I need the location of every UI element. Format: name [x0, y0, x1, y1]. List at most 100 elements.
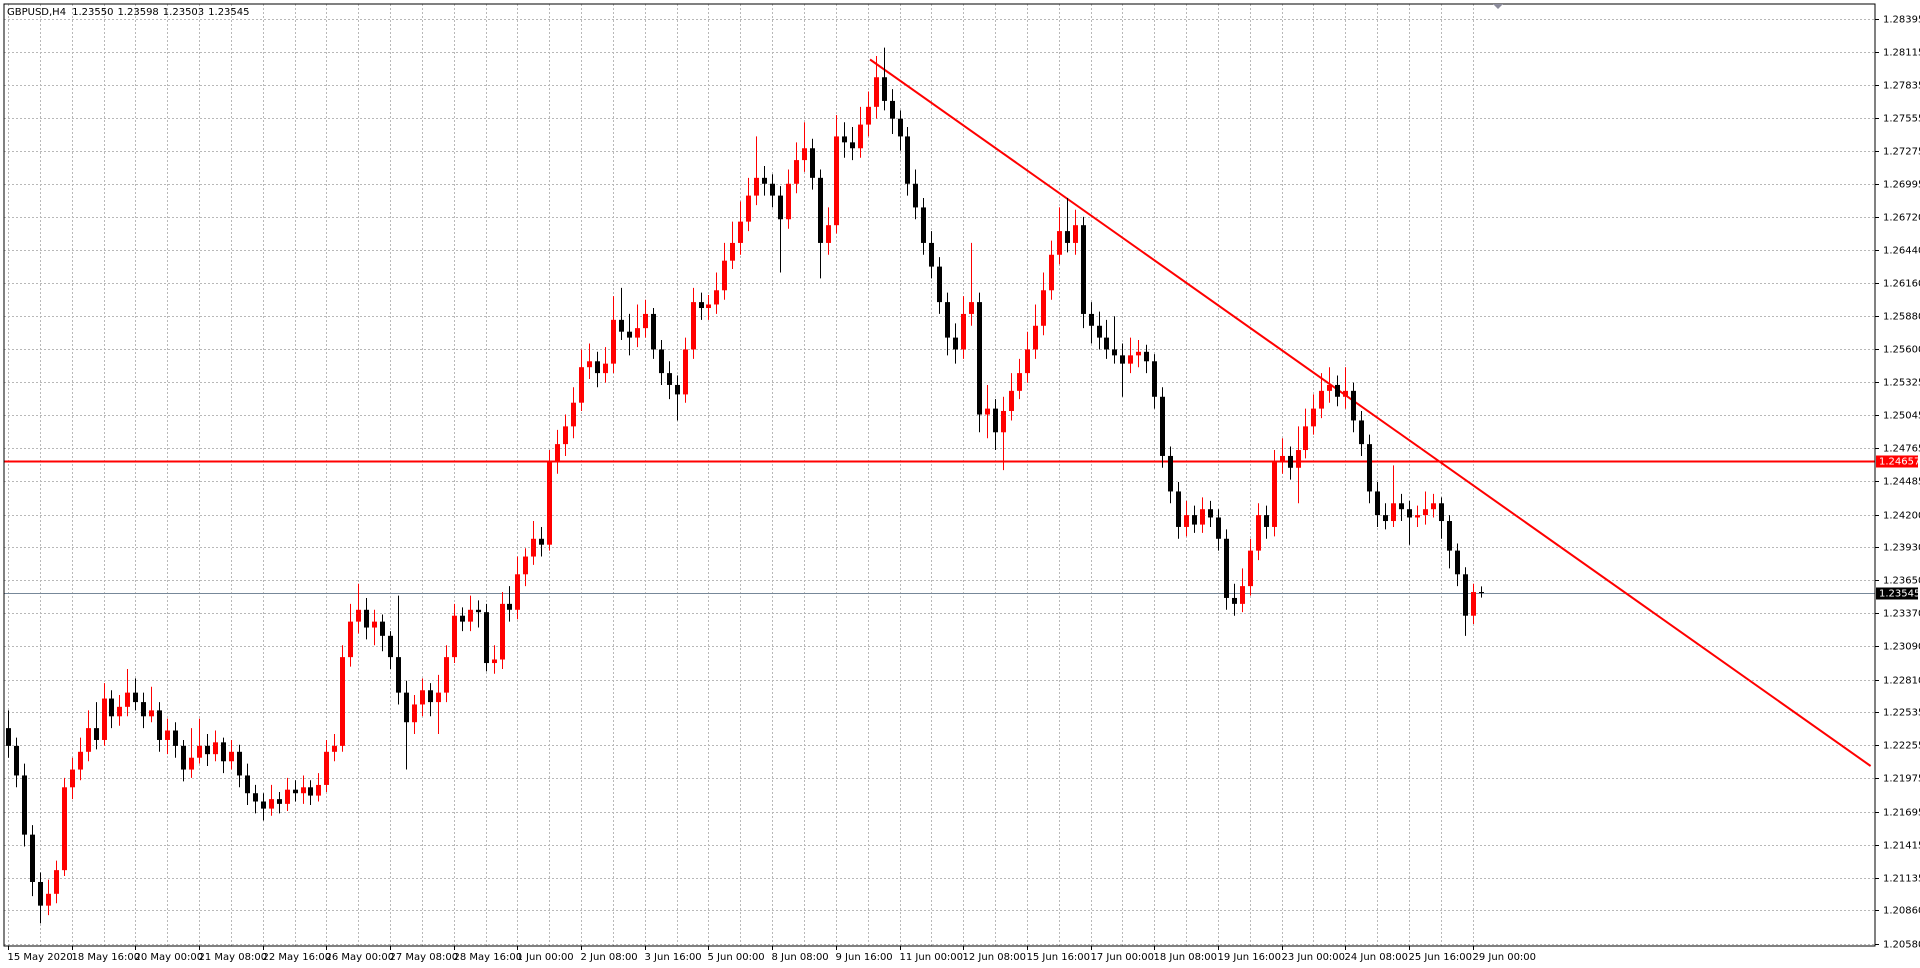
candle-body	[125, 692, 130, 707]
candle-body	[460, 615, 465, 622]
candle-body	[54, 870, 59, 894]
x-tick-label: 25 Jun 16:00	[1409, 952, 1473, 963]
header-low: 1.23503	[163, 7, 204, 18]
y-tick-label: 1.20860	[1883, 906, 1920, 917]
candle-body	[1136, 351, 1141, 356]
x-tick-label: 19 Jun 16:00	[1218, 952, 1282, 963]
candle-body	[1120, 355, 1125, 364]
candle-body	[1383, 515, 1388, 522]
candle-body	[1391, 503, 1396, 522]
candle-body	[109, 698, 114, 717]
candle-body	[1097, 325, 1102, 338]
candle-body	[492, 659, 497, 664]
candle-body	[953, 337, 958, 350]
candle-body	[555, 444, 560, 462]
x-tick-label: 20 May 00:00	[135, 952, 204, 963]
candle-body	[1144, 351, 1149, 362]
candle-body	[1288, 455, 1293, 468]
x-tick-label: 11 Jun 00:00	[900, 952, 964, 963]
candle-body	[1049, 254, 1054, 291]
candle-body	[237, 751, 242, 776]
candle-body	[921, 207, 926, 243]
candle-body	[396, 657, 401, 693]
candle-body	[62, 787, 67, 871]
candle-body	[667, 373, 672, 385]
x-tick-label: 2 Jun 08:00	[581, 952, 638, 963]
x-tick-label: 22 May 16:00	[263, 952, 332, 963]
candle-body	[651, 313, 656, 350]
candle-body	[1351, 390, 1356, 421]
candle-body	[874, 77, 879, 107]
candle-body	[635, 328, 640, 338]
candle-body	[189, 757, 194, 770]
y-tick-label: 1.27555	[1883, 114, 1920, 125]
candle-body	[444, 657, 449, 693]
candle-body	[627, 331, 632, 338]
candle-body	[141, 702, 146, 717]
y-tick-label: 1.26440	[1883, 246, 1920, 257]
candle-body	[539, 538, 544, 545]
candle-body	[253, 793, 258, 802]
candle-body	[643, 313, 648, 329]
candle-body	[205, 745, 210, 755]
x-tick-label: 21 May 08:00	[199, 952, 268, 963]
candle-body	[571, 402, 576, 427]
x-tick-label: 24 Jun 08:00	[1345, 952, 1409, 963]
candle-body	[1033, 325, 1038, 350]
y-tick-label: 1.22535	[1883, 708, 1920, 719]
candle-body	[619, 319, 624, 332]
candle-body	[507, 603, 512, 610]
x-tick-label: 17 Jun 00:00	[1091, 952, 1155, 963]
candle-body	[1216, 517, 1221, 539]
candle-body	[1431, 503, 1436, 510]
candle-body	[603, 363, 608, 374]
candle-body	[78, 751, 83, 770]
y-tick-label: 1.25880	[1883, 312, 1920, 323]
x-tick-label: 8 Jun 08:00	[772, 952, 829, 963]
candle-body	[905, 136, 910, 184]
candle-body	[1224, 538, 1229, 598]
candle-body	[937, 266, 942, 303]
candle-body	[412, 704, 417, 723]
candle-body	[563, 426, 568, 445]
x-tick-label: 1 Jun 00:00	[517, 952, 574, 963]
y-tick-label: 1.24200	[1883, 511, 1920, 522]
y-tick-label: 1.23930	[1883, 543, 1920, 554]
candle-body	[301, 787, 306, 794]
candle-body	[722, 260, 727, 291]
candle-body	[1256, 515, 1261, 551]
candle-body	[269, 799, 274, 809]
header-open: 1.23550	[72, 7, 113, 18]
candle-body	[969, 302, 974, 314]
candle-body	[738, 221, 743, 243]
trend-line	[869, 58, 1872, 767]
candle-body	[1439, 503, 1444, 522]
candle-body	[515, 574, 520, 610]
candle-body	[173, 730, 178, 746]
candle-body	[1240, 586, 1245, 604]
candle-body	[22, 775, 27, 835]
shift-marker	[1493, 4, 1503, 9]
candle-body	[1415, 515, 1420, 518]
candle-body	[1343, 390, 1348, 397]
candle-body	[197, 745, 202, 758]
candle-body	[476, 609, 481, 613]
candle-body	[595, 361, 600, 374]
candle-body	[1065, 231, 1070, 243]
candle-body	[1335, 384, 1340, 397]
candle-body	[452, 615, 457, 658]
candle-body	[364, 609, 369, 628]
x-tick-label: 26 May 00:00	[326, 952, 395, 963]
candle-body	[46, 893, 51, 906]
candle-body	[1232, 597, 1237, 604]
y-tick-label: 1.23370	[1883, 609, 1920, 620]
candle-body	[181, 745, 186, 770]
candle-body	[531, 538, 536, 557]
header-close: 1.23545	[208, 7, 249, 18]
candle-body	[730, 242, 735, 261]
candle-body	[1375, 491, 1380, 516]
candle-body	[340, 657, 345, 746]
candle-body	[1168, 455, 1173, 492]
horizontal-line-label: 1.24657	[1879, 457, 1920, 468]
